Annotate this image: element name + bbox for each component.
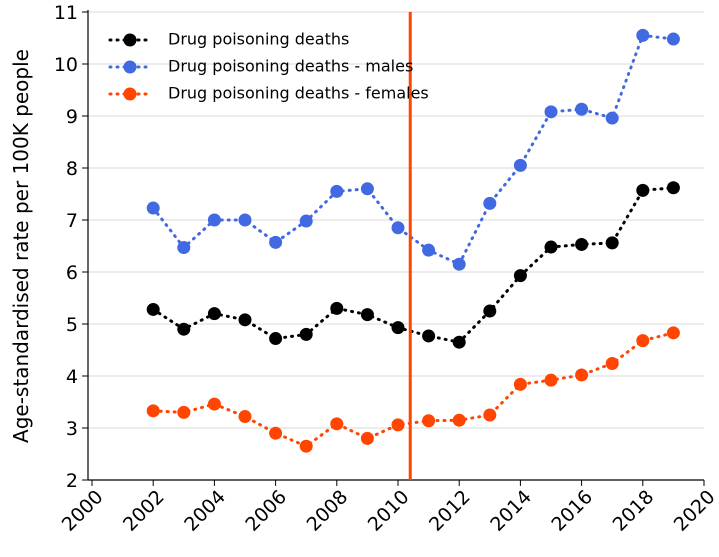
y-tick-label: 6 — [66, 262, 78, 284]
data-point — [575, 368, 589, 382]
data-point — [330, 417, 344, 431]
data-point — [483, 408, 497, 422]
y-axis-label: Age-standardised rate per 100K people — [9, 49, 33, 443]
data-point — [544, 105, 558, 119]
data-point — [513, 269, 527, 283]
data-point — [146, 201, 160, 215]
data-point — [575, 237, 589, 251]
x-tick-label: 2012 — [425, 486, 475, 536]
legend-marker — [123, 87, 137, 101]
data-point — [666, 326, 680, 340]
data-point — [207, 213, 221, 227]
y-tick-label: 4 — [66, 366, 78, 388]
y-tick-label: 3 — [66, 418, 78, 440]
data-point — [422, 414, 436, 428]
data-point — [483, 304, 497, 318]
data-point — [605, 236, 619, 250]
data-point — [575, 102, 589, 116]
data-point — [299, 327, 313, 341]
data-point — [238, 213, 252, 227]
data-point — [360, 182, 374, 196]
y-tick-label: 5 — [66, 314, 78, 336]
data-point — [544, 373, 558, 387]
data-point — [452, 257, 466, 271]
data-point — [483, 196, 497, 210]
data-point — [238, 313, 252, 327]
data-point — [513, 377, 527, 391]
data-point — [452, 413, 466, 427]
x-tick-label: 2018 — [609, 486, 659, 536]
data-point — [238, 410, 252, 424]
data-point — [391, 321, 405, 335]
legend-label: Drug poisoning deaths - females — [168, 84, 429, 103]
x-tick-label: 2008 — [303, 486, 353, 536]
x-tick-label: 2004 — [180, 486, 230, 536]
data-point — [605, 357, 619, 371]
data-point — [391, 418, 405, 432]
y-tick-label: 9 — [66, 106, 78, 128]
data-point — [636, 183, 650, 197]
series-line — [151, 331, 675, 448]
data-point — [452, 335, 466, 349]
series-line — [151, 186, 675, 344]
data-point — [666, 181, 680, 195]
x-tick-label: 2014 — [486, 486, 536, 536]
x-tick-label: 2010 — [364, 486, 414, 536]
y-tick-label: 2 — [66, 470, 78, 492]
legend-label: Drug poisoning deaths — [168, 30, 349, 49]
legend-marker — [123, 33, 137, 47]
y-tick-label: 10 — [54, 54, 78, 76]
legend-label: Drug poisoning deaths - males — [168, 57, 413, 76]
data-point — [360, 431, 374, 445]
y-tick-label: 7 — [66, 210, 78, 232]
data-point — [177, 322, 191, 336]
y-tick-label: 11 — [54, 2, 78, 24]
data-point — [146, 404, 160, 418]
data-point — [177, 405, 191, 419]
data-point — [177, 241, 191, 255]
data-point — [299, 439, 313, 453]
x-tick-label: 2002 — [119, 486, 169, 536]
data-point — [269, 235, 283, 249]
data-point — [666, 32, 680, 46]
data-point — [544, 240, 558, 254]
data-point — [636, 28, 650, 42]
data-point — [269, 426, 283, 440]
data-point — [605, 111, 619, 125]
data-point — [513, 158, 527, 172]
y-tick-label: 8 — [66, 158, 78, 180]
data-point — [330, 184, 344, 198]
x-tick-label: 2006 — [241, 486, 291, 536]
data-point — [391, 221, 405, 235]
data-point — [146, 302, 160, 316]
data-point — [207, 307, 221, 321]
data-point — [207, 397, 221, 411]
x-tick-label: 2020 — [670, 486, 719, 536]
data-point — [422, 329, 436, 343]
data-point — [422, 243, 436, 257]
legend-marker — [123, 60, 137, 74]
data-point — [299, 214, 313, 228]
data-point — [330, 301, 344, 315]
x-tick-label: 2016 — [547, 486, 597, 536]
data-point — [360, 308, 374, 322]
data-point — [269, 332, 283, 346]
data-point — [636, 334, 650, 348]
x-tick-label: 2000 — [58, 486, 108, 536]
